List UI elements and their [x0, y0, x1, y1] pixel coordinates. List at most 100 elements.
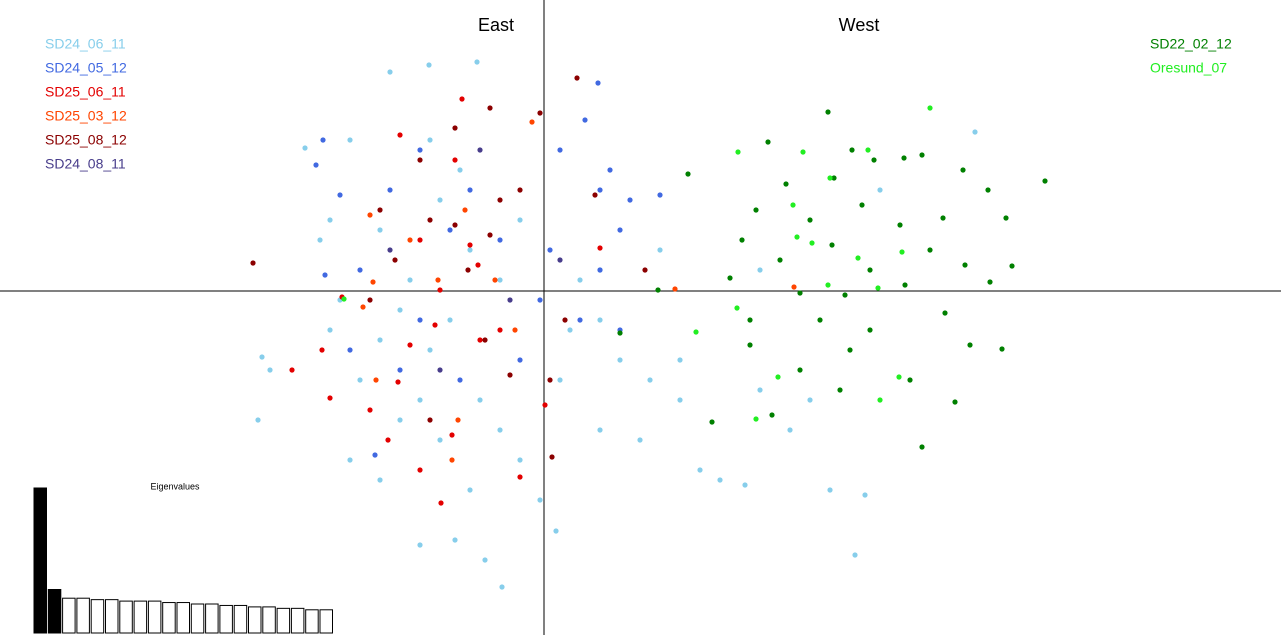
point	[377, 477, 383, 483]
point	[497, 237, 503, 243]
point	[327, 395, 333, 401]
point	[829, 242, 835, 248]
point	[817, 317, 823, 323]
point	[322, 272, 328, 278]
point	[765, 139, 771, 145]
point	[967, 342, 973, 348]
eigen-bar	[205, 603, 219, 634]
point	[370, 279, 376, 285]
eigen-bar	[319, 609, 333, 634]
point	[642, 267, 648, 273]
point	[877, 397, 883, 403]
point	[452, 537, 458, 543]
point	[1003, 215, 1009, 221]
point	[775, 374, 781, 380]
point	[777, 257, 783, 263]
point	[259, 354, 265, 360]
point	[449, 457, 455, 463]
point	[427, 217, 433, 223]
point	[867, 327, 873, 333]
point	[452, 125, 458, 131]
eigen-bar	[76, 597, 90, 634]
point	[807, 397, 813, 403]
point	[377, 337, 383, 343]
point	[952, 399, 958, 405]
eigen-bar	[248, 606, 262, 634]
point	[787, 427, 793, 433]
point	[517, 357, 523, 363]
point	[417, 397, 423, 403]
point	[809, 240, 815, 246]
point	[597, 427, 603, 433]
point	[800, 149, 806, 155]
eigen-bar	[147, 600, 162, 634]
point	[395, 379, 401, 385]
point	[907, 377, 913, 383]
point	[462, 207, 468, 213]
point	[897, 222, 903, 228]
point	[697, 467, 703, 473]
point	[477, 147, 483, 153]
point	[267, 367, 273, 373]
point	[677, 357, 683, 363]
point	[1009, 263, 1015, 269]
point	[859, 202, 865, 208]
point	[250, 260, 256, 266]
point	[783, 181, 789, 187]
point	[577, 317, 583, 323]
point	[537, 497, 543, 503]
point	[862, 492, 868, 498]
point	[367, 407, 373, 413]
point	[347, 347, 353, 353]
point	[592, 192, 598, 198]
point	[407, 237, 413, 243]
point	[597, 187, 603, 193]
eigen-bar	[33, 487, 47, 634]
point	[962, 262, 968, 268]
point	[517, 187, 523, 193]
point	[507, 372, 513, 378]
point	[537, 110, 543, 116]
point	[507, 297, 513, 303]
point	[437, 367, 443, 373]
point	[896, 374, 902, 380]
point	[637, 437, 643, 443]
point	[417, 542, 423, 548]
eigen-bar	[119, 600, 133, 634]
point	[320, 137, 326, 143]
point	[407, 277, 413, 283]
point	[647, 377, 653, 383]
point	[512, 327, 518, 333]
point	[447, 317, 453, 323]
legend-label: SD24_08_11	[45, 156, 126, 172]
point	[397, 307, 403, 313]
point	[597, 317, 603, 323]
eigen-bar	[190, 603, 205, 634]
point	[417, 467, 423, 473]
point	[657, 247, 663, 253]
point	[487, 105, 493, 111]
point	[797, 367, 803, 373]
point	[547, 247, 553, 253]
point	[747, 342, 753, 348]
point	[255, 417, 261, 423]
point	[657, 192, 663, 198]
point	[377, 227, 383, 233]
point	[337, 192, 343, 198]
point	[387, 247, 393, 253]
point	[427, 347, 433, 353]
point	[847, 347, 853, 353]
point	[373, 377, 379, 383]
point	[457, 377, 463, 383]
point	[497, 427, 503, 433]
point	[825, 282, 831, 288]
eigen-bar	[47, 589, 62, 634]
point	[542, 402, 548, 408]
point	[449, 432, 455, 438]
point	[597, 245, 603, 251]
point	[467, 487, 473, 493]
point	[467, 187, 473, 193]
point	[319, 347, 325, 353]
point	[407, 342, 413, 348]
